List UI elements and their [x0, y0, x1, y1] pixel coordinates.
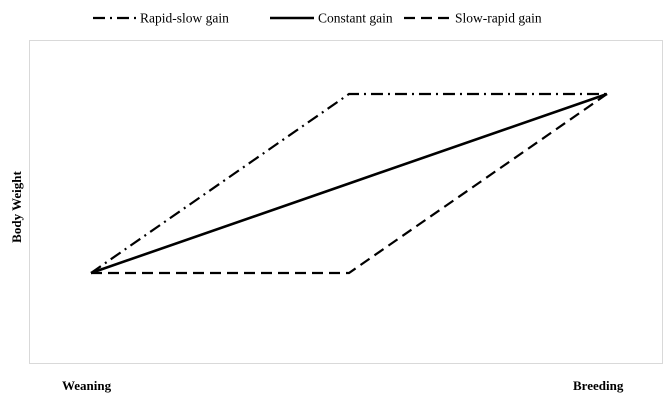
- legend-label-slow-rapid-gain: Slow-rapid gain: [455, 11, 542, 26]
- legend: Rapid-slow gain Constant gain Slow-rapid g…: [93, 11, 542, 26]
- legend-label-constant-gain: Constant gain: [318, 11, 393, 26]
- x-tick-label-breeding: Breeding: [573, 378, 624, 393]
- series-line-constant-gain: [90, 92, 608, 275]
- legend-label-rapid-slow-gain: Rapid-slow gain: [140, 11, 229, 26]
- plot-area-border: [29, 40, 663, 364]
- y-axis-label: Body Weight: [9, 171, 24, 243]
- series-line-slow-rapid-gain: [91, 93, 608, 275]
- series-line-rapid-slow-gain: [90, 92, 607, 274]
- series-group: [90, 92, 608, 275]
- x-tick-label-weaning: Weaning: [62, 378, 112, 393]
